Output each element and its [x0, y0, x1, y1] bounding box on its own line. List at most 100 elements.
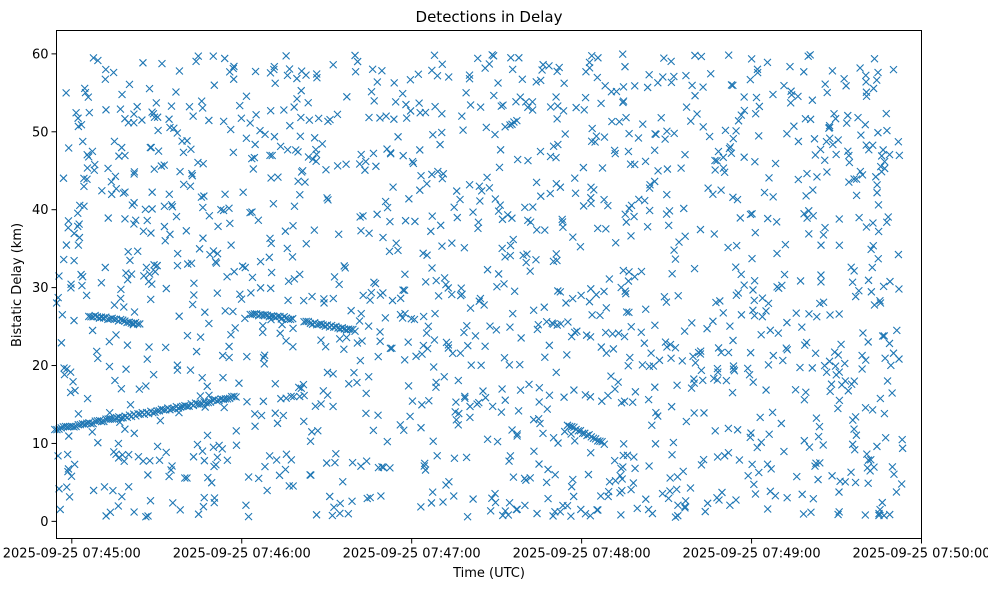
data-point	[754, 468, 763, 477]
data-point	[616, 511, 625, 519]
data-point	[386, 344, 395, 353]
data-point	[301, 178, 309, 187]
data-point	[804, 229, 813, 238]
data-point	[875, 509, 883, 518]
data-point	[597, 343, 606, 351]
data-point	[805, 309, 813, 318]
data-point	[760, 188, 769, 197]
data-point	[419, 249, 428, 258]
data-point	[508, 214, 516, 223]
data-point	[735, 456, 744, 464]
data-point	[376, 337, 385, 346]
x-axis: 2025-09-25 07:45:00 2025-09-25 07:46:00 20…	[3, 538, 988, 562]
data-point	[699, 455, 708, 464]
data-point	[492, 325, 501, 334]
data-point	[579, 202, 588, 210]
data-point	[806, 115, 815, 124]
data-point	[825, 134, 834, 143]
data-point	[545, 341, 554, 350]
data-point	[852, 431, 861, 440]
data-point	[261, 462, 269, 471]
data-point	[654, 166, 662, 175]
data-point	[517, 334, 526, 342]
data-point	[288, 252, 297, 261]
data-point	[312, 510, 321, 519]
data-point	[450, 203, 459, 212]
data-point	[862, 78, 870, 86]
y-axis-title: Bistatic Delay (km)	[10, 223, 25, 347]
data-point	[471, 332, 480, 340]
data-point	[663, 343, 671, 351]
data-point	[267, 268, 276, 277]
data-point	[64, 216, 73, 225]
data-point	[593, 224, 602, 233]
data-point	[424, 396, 433, 405]
data-point	[553, 287, 562, 295]
data-point	[570, 386, 578, 394]
data-point	[431, 102, 439, 111]
data-point	[724, 243, 732, 252]
data-point	[458, 290, 466, 299]
data-point	[64, 432, 73, 440]
data-point	[167, 102, 176, 111]
data-point	[183, 402, 191, 411]
data-point	[223, 394, 232, 403]
data-point	[158, 59, 166, 68]
data-point	[251, 67, 260, 76]
data-point	[173, 361, 182, 370]
data-point	[797, 323, 806, 331]
data-point	[330, 503, 338, 512]
data-point	[83, 150, 92, 159]
data-point	[287, 455, 296, 464]
data-point	[713, 156, 721, 165]
data-point	[185, 102, 194, 111]
data-point	[670, 129, 679, 138]
data-point	[118, 316, 127, 325]
data-point	[724, 51, 733, 60]
data-point	[576, 242, 585, 251]
data-point	[186, 182, 195, 191]
data-point	[766, 487, 775, 496]
data-point	[193, 440, 202, 449]
data-point	[156, 416, 165, 425]
data-point	[800, 436, 809, 445]
data-point	[532, 255, 540, 264]
data-point	[597, 99, 605, 108]
data-point	[70, 229, 79, 238]
data-point	[265, 451, 274, 460]
data-point	[682, 103, 691, 111]
data-point	[799, 510, 808, 518]
data-point	[225, 68, 234, 76]
data-point	[338, 323, 347, 332]
data-point	[266, 234, 274, 243]
data-point	[558, 218, 567, 226]
data-point	[835, 310, 844, 318]
data-point	[88, 147, 97, 156]
data-point	[587, 137, 596, 146]
data-point	[415, 186, 424, 195]
data-point	[267, 174, 275, 182]
data-point	[411, 217, 419, 226]
data-point	[459, 126, 467, 135]
data-point	[296, 132, 305, 141]
data-point	[628, 398, 637, 407]
data-point	[724, 424, 733, 433]
data-point	[161, 343, 170, 352]
data-point	[876, 394, 885, 403]
data-point	[825, 121, 834, 130]
data-point	[144, 512, 152, 520]
data-point	[391, 97, 400, 106]
data-point	[828, 67, 837, 75]
data-point	[469, 495, 477, 503]
data-point	[124, 247, 133, 256]
data-point	[203, 431, 212, 440]
data-point	[250, 309, 259, 318]
data-point	[842, 81, 850, 90]
data-point	[415, 146, 424, 154]
data-point	[106, 508, 115, 517]
data-point	[697, 366, 706, 375]
data-point	[353, 378, 361, 387]
data-point	[333, 162, 342, 170]
data-point	[278, 320, 286, 329]
data-point	[130, 508, 138, 516]
